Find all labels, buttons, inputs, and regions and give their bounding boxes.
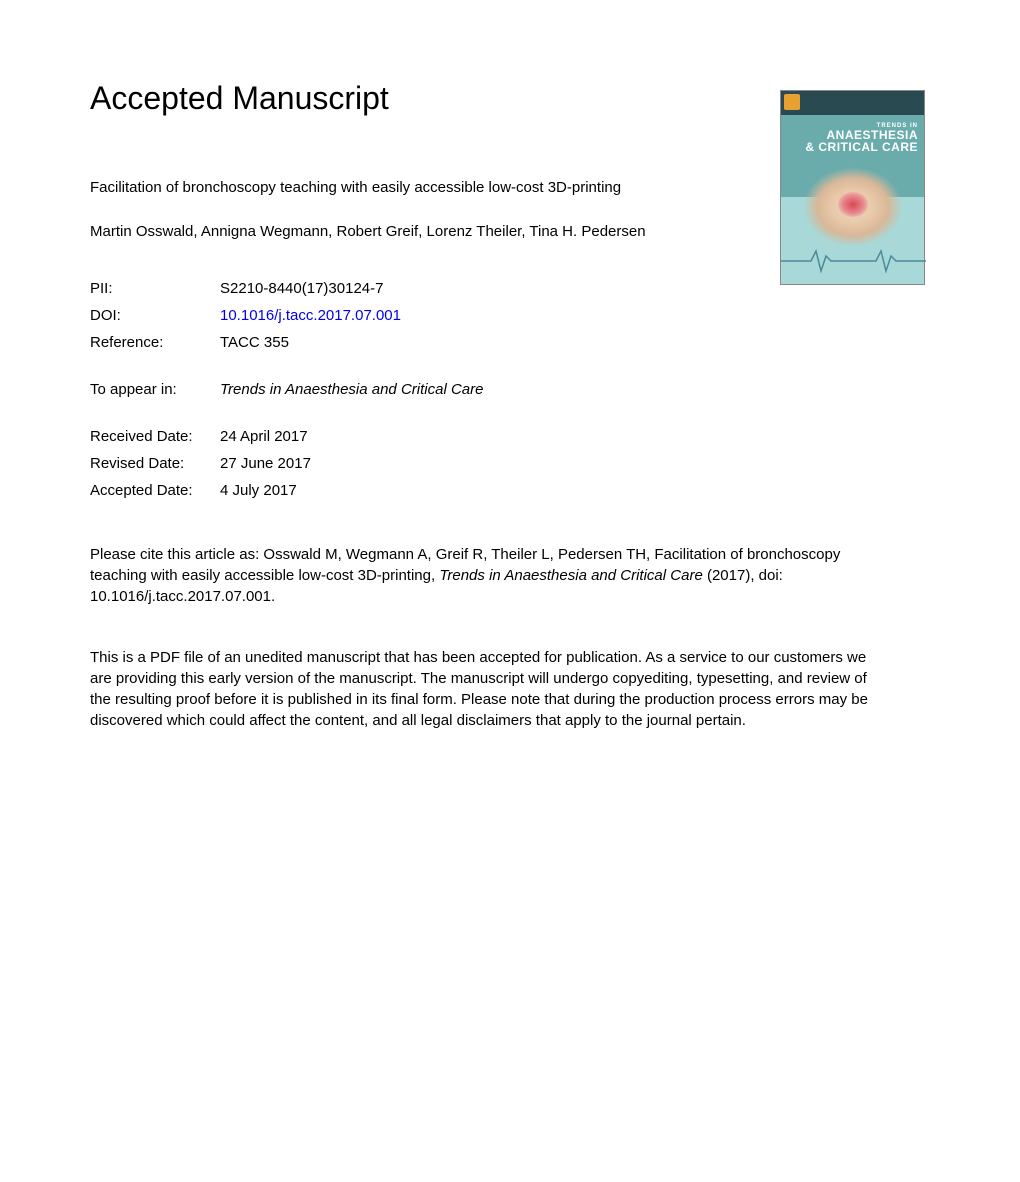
accepted-value: 4 July 2017 — [220, 482, 297, 499]
cover-journal-title-2: & CRITICAL CARE — [787, 141, 918, 153]
cover-top-bar — [781, 91, 924, 115]
citation-text: Please cite this article as: Osswald M, … — [90, 544, 870, 607]
revised-value: 27 June 2017 — [220, 455, 311, 472]
to-appear-in-row: To appear in: Trends in Anaesthesia and … — [90, 381, 930, 398]
cover-title-area: TRENDS IN ANAESTHESIA & CRITICAL CARE — [781, 115, 924, 157]
doi-row: DOI: 10.1016/j.tacc.2017.07.001 — [90, 307, 930, 324]
revised-date-row: Revised Date: 27 June 2017 — [90, 455, 930, 472]
elsevier-logo-icon — [784, 94, 800, 110]
cover-anatomy-diagram — [803, 167, 903, 247]
received-label: Received Date: — [90, 428, 220, 445]
reference-label: Reference: — [90, 334, 220, 351]
received-date-row: Received Date: 24 April 2017 — [90, 428, 930, 445]
reference-value: TACC 355 — [220, 334, 930, 351]
to-appear-label: To appear in: — [90, 381, 220, 398]
disclaimer-text: This is a PDF file of an unedited manusc… — [90, 647, 890, 731]
accepted-date-row: Accepted Date: 4 July 2017 — [90, 482, 930, 499]
to-appear-journal: Trends in Anaesthesia and Critical Care — [220, 381, 930, 398]
dates-table: Received Date: 24 April 2017 Revised Dat… — [90, 428, 930, 499]
received-value: 24 April 2017 — [220, 428, 308, 445]
pii-label: PII: — [90, 280, 220, 297]
metadata-table: PII: S2210-8440(17)30124-7 DOI: 10.1016/… — [90, 280, 930, 351]
reference-row: Reference: TACC 355 — [90, 334, 930, 351]
revised-label: Revised Date: — [90, 455, 220, 472]
citation-journal: Trends in Anaesthesia and Critical Care — [439, 567, 702, 584]
journal-cover-thumbnail: TRENDS IN ANAESTHESIA & CRITICAL CARE — [780, 90, 925, 285]
cover-ecg-waveform-icon — [781, 246, 926, 276]
doi-label: DOI: — [90, 307, 220, 324]
accepted-label: Accepted Date: — [90, 482, 220, 499]
doi-link[interactable]: 10.1016/j.tacc.2017.07.001 — [220, 307, 930, 324]
